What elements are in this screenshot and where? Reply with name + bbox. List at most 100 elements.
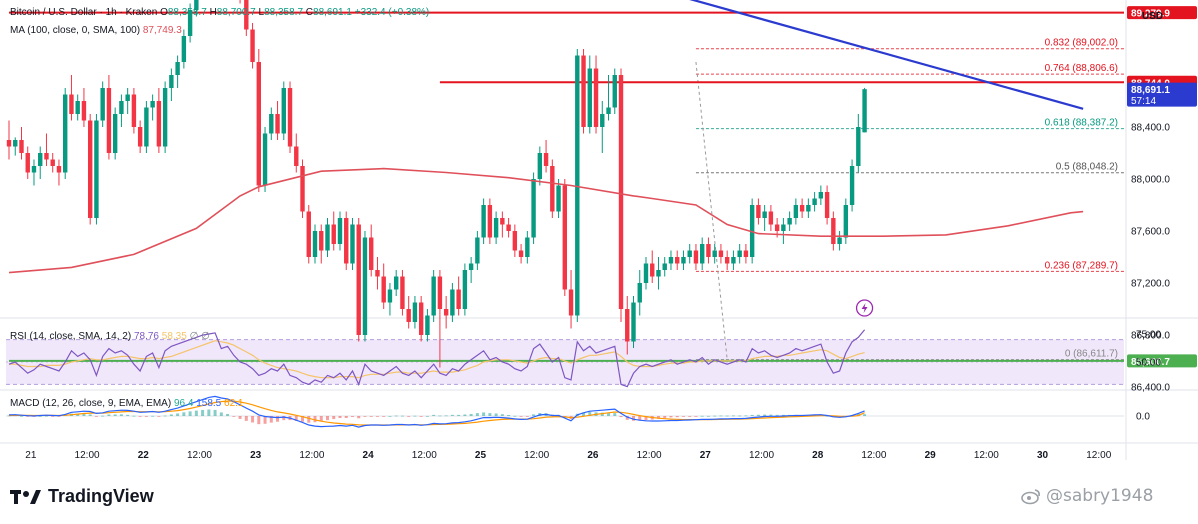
macd-histogram-bar [88, 414, 92, 416]
macd-histogram-bar [219, 412, 223, 416]
candle-body [112, 114, 118, 153]
candle-body [743, 250, 749, 257]
ma-line [8, 167, 1084, 274]
macd-histogram-bar [694, 416, 698, 417]
macd-histogram-bar [625, 416, 629, 420]
candle-body [693, 250, 699, 264]
candle-body [87, 120, 93, 218]
macd-histogram-bar [163, 415, 167, 417]
candle-body [169, 75, 174, 88]
candle-body [287, 88, 293, 147]
candle-body [487, 205, 493, 238]
macd-histogram-bar [688, 416, 692, 417]
candle-body [38, 153, 43, 166]
candle-body [531, 179, 536, 238]
macd-histogram-bar [363, 416, 367, 417]
price-tick-label: 88,000.0 [1131, 175, 1170, 186]
macd-histogram-bar [126, 414, 130, 416]
candle-body [587, 68, 592, 127]
candle-body [119, 101, 124, 114]
time-tick-label: 12:00 [1086, 450, 1111, 461]
macd-histogram-bar [750, 414, 754, 416]
candle-body [44, 153, 49, 160]
candle-body [406, 309, 411, 322]
candle-body [443, 309, 449, 316]
macd-histogram-bar [582, 412, 586, 416]
macd-histogram-bar [763, 414, 767, 416]
macd-histogram-bar [663, 416, 667, 419]
candle-body [812, 198, 817, 205]
fib-anchor-line [695, 61, 728, 360]
candle-body [393, 276, 399, 290]
macd-legend[interactable]: MACD (12, 26, close, 9, EMA, EMA) 96.4 1… [10, 398, 243, 409]
macd-histogram-bar [488, 413, 492, 416]
candle-body [56, 166, 62, 173]
candle-body [787, 218, 792, 225]
macd-histogram-bar [769, 414, 773, 416]
candle-body [650, 263, 655, 277]
rsi-legend[interactable]: RSI (14, close, SMA, 14, 2) 78.76 58.35 … [10, 331, 210, 342]
macd-legend-v1: 96.4 [173, 398, 194, 409]
chart-header: Bitcoin / U.S. Dollar · 1h · Kraken O88,… [10, 7, 429, 18]
candle-body [144, 107, 149, 147]
macd-histogram-bar [107, 414, 111, 416]
time-tick-label: 12:00 [187, 450, 212, 461]
macd-histogram-bar [294, 416, 298, 421]
candle-body [543, 153, 549, 166]
candle-body [156, 101, 162, 147]
candle-body [762, 211, 767, 218]
candle-body [294, 146, 299, 166]
candle-body [456, 289, 461, 309]
candle-body [306, 211, 311, 257]
macd-histogram-bar [301, 416, 305, 422]
macd-histogram-bar [244, 416, 248, 421]
time-tick-label: 12:00 [75, 450, 100, 461]
candle-body [181, 36, 187, 62]
candle-body [818, 192, 824, 199]
macd-legend-v2: 158.5 [196, 398, 222, 409]
watermark-text: @sabry1948 [1046, 486, 1154, 506]
candle-body [356, 224, 361, 335]
currency-label[interactable]: USD [1142, 11, 1164, 22]
candle-body [843, 205, 849, 238]
candle-body [862, 89, 867, 133]
candle-body [437, 276, 443, 309]
candle-body [150, 101, 155, 108]
price-label-flag [1127, 82, 1197, 107]
macd-histogram-bar [325, 416, 329, 421]
candle-body [687, 250, 692, 257]
ma-legend-label: MA (100, close, 0, SMA, 100) [10, 25, 141, 36]
tradingview-logo-icon [10, 489, 41, 504]
candle-body [724, 257, 730, 264]
price-tick-label: 88,400.0 [1131, 123, 1170, 134]
ma-legend[interactable]: MA (100, close, 0, SMA, 100) 87,749.3 [10, 25, 182, 36]
macd-histogram-bar [169, 414, 173, 416]
macd-histogram-bar [644, 416, 648, 421]
candle-body [25, 153, 30, 173]
candle-body [493, 218, 499, 238]
time-tick-label: 23 [250, 450, 262, 461]
candle-body [369, 237, 374, 270]
fib-level-label: 0 (86,611.7) [1065, 348, 1118, 359]
candle-body [175, 62, 180, 75]
brand[interactable]: TradingView [10, 486, 154, 507]
candle-body [712, 250, 717, 257]
ohlc-open-label: O [160, 7, 168, 18]
macd-histogram-bar [607, 412, 611, 416]
macd-histogram-bar [251, 416, 255, 423]
macd-histogram-bar [400, 415, 404, 417]
macd-histogram-bar [475, 413, 479, 416]
macd-histogram-bar [669, 416, 673, 418]
price-label-text: 89,279.9 [1131, 9, 1170, 20]
macd-histogram-bar [238, 416, 242, 419]
rsi-ma-line [9, 340, 865, 379]
candle-body [756, 205, 761, 218]
candle-body [50, 159, 55, 166]
candle-body [556, 185, 561, 212]
macd-histogram-bar [182, 412, 186, 416]
macd-tick-label: 0.0 [1136, 412, 1150, 423]
candle-body [500, 218, 505, 225]
candle-body [681, 257, 686, 264]
candle-body [625, 309, 630, 342]
